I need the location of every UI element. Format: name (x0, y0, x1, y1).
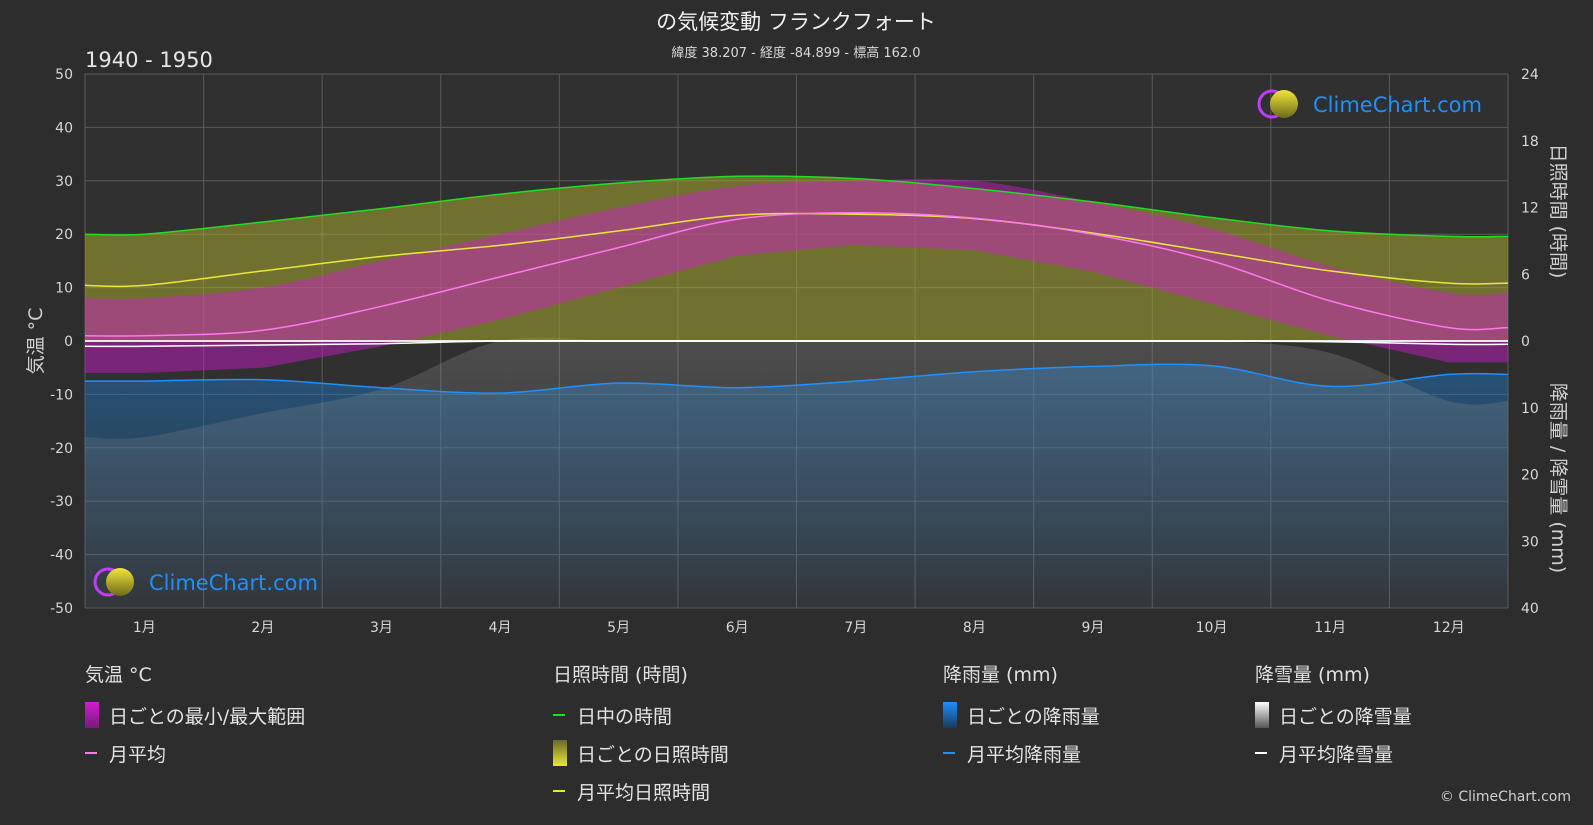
axis-ticks: 50 40 30 20 10 0 -10 -20 -30 -40 -50 24 18 12 6 0 10 20 30… (50, 67, 1539, 636)
legend-item: 日ごとの降雪量 (1255, 696, 1412, 734)
month-tick-label: 10月 (1196, 620, 1228, 636)
left-axis-label: 気温 °C (25, 308, 47, 375)
snow-mean-line (85, 340, 1508, 348)
legend-label: 日ごとの最小/最大範囲 (109, 705, 306, 728)
legend-item: 月平均 (85, 734, 305, 772)
legend-label: 日ごとの降雨量 (967, 705, 1100, 728)
month-tick-label: 9月 (1081, 620, 1104, 636)
month-tick-label: 4月 (489, 620, 512, 636)
logo-text-bottom: ClimeChart.com (149, 571, 318, 595)
legend-item: 月平均日照時間 (553, 772, 729, 810)
month-tick-label: 8月 (963, 620, 986, 636)
temp-mean-swatch (85, 752, 97, 754)
logo-text-top: ClimeChart.com (1313, 93, 1482, 117)
legend-item: 日ごとの降雨量 (943, 696, 1100, 734)
snow-swatch (1255, 702, 1269, 728)
legend-label: 月平均降雪量 (1279, 743, 1394, 766)
left-tick-label: 50 (55, 67, 73, 83)
left-tick-label: -50 (50, 601, 73, 617)
legend-rain: 降雨量 (mm) 日ごとの降雨量 月平均降雨量 (943, 660, 1100, 772)
month-tick-label: 3月 (370, 620, 393, 636)
right-precip-tick-label: 40 (1521, 601, 1539, 617)
snow-mean-swatch (1255, 752, 1267, 754)
chart-title: の気候変動 フランクフォート (656, 10, 936, 34)
legend-item: 日ごとの最小/最大範囲 (85, 696, 305, 734)
precipitation-area (85, 337, 1508, 608)
legend-item: 月平均降雪量 (1255, 734, 1412, 772)
left-tick-label: 20 (55, 227, 73, 243)
logo-bottom: ClimeChart.com (93, 567, 318, 597)
right-precip-tick-label: 30 (1521, 534, 1539, 550)
right-sunshine-tick-label: 18 (1521, 134, 1539, 150)
legend-label: 月平均日照時間 (577, 781, 711, 804)
logo-top: ClimeChart.com (1257, 89, 1482, 119)
daily-sunshine-area (85, 176, 1508, 341)
temp-range-swatch (85, 702, 99, 728)
chart-subtitle: 緯度 38.207 - 経度 -84.899 - 標高 162.0 (671, 45, 920, 61)
daylight-swatch (553, 714, 565, 716)
logo-sun-icon (1270, 90, 1298, 118)
month-tick-label: 12月 (1433, 620, 1465, 636)
legend-item: 日ごとの日照時間 (553, 734, 729, 772)
right-sunshine-tick-label: 24 (1521, 67, 1539, 83)
right-sunshine-tick-label: 0 (1521, 334, 1530, 350)
legend-label: 月平均降雨量 (967, 743, 1082, 766)
daily-snow-area (85, 337, 1508, 608)
rain-mean-line (85, 363, 1508, 394)
temperature-range-area (85, 178, 1508, 374)
daily-temp-range-area (85, 178, 1508, 374)
right-sunshine-tick-label: 6 (1521, 267, 1530, 283)
legend-label: 月平均 (109, 743, 167, 766)
period-label: 1940 - 1950 (85, 48, 213, 72)
right-precip-tick-label: 20 (1521, 468, 1539, 484)
left-tick-label: 40 (55, 120, 73, 136)
left-tick-label: -10 (50, 387, 73, 403)
left-tick-label: 0 (64, 334, 73, 350)
left-tick-label: -20 (50, 441, 73, 457)
daylight-line (85, 175, 1508, 238)
sunshine-mean-swatch (553, 790, 565, 792)
legend-item: 日中の時間 (553, 696, 729, 734)
left-tick-label: 30 (55, 174, 73, 190)
month-tick-label: 1月 (133, 620, 156, 636)
legend-item: 月平均降雨量 (943, 734, 1100, 772)
right-axis-sunshine-label: 日照時間 (時間) (1547, 144, 1569, 279)
right-precip-tick-label: 10 (1521, 401, 1539, 417)
legend-title: 日照時間 (時間) (553, 664, 688, 686)
month-tick-label: 2月 (251, 620, 274, 636)
left-tick-label: -40 (50, 548, 73, 564)
copyright: © ClimeChart.com (1439, 789, 1571, 805)
right-sunshine-tick-label: 12 (1521, 201, 1539, 217)
temp-mean-line (85, 212, 1508, 337)
right-axis-precip-label: 降雨量 / 降雪量 (mm) (1547, 383, 1569, 573)
legend-title: 気温 °C (85, 664, 152, 686)
sunshine-swatch (553, 740, 567, 766)
month-tick-label: 11月 (1314, 620, 1346, 636)
legend-sunshine: 日照時間 (時間) 日中の時間 日ごとの日照時間 月平均日照時間 (553, 660, 729, 810)
series-lines (85, 175, 1508, 394)
legend-temperature: 気温 °C 日ごとの最小/最大範囲 月平均 (85, 660, 305, 772)
legend-snow: 降雪量 (mm) 日ごとの降雪量 月平均降雪量 (1255, 660, 1412, 772)
month-tick-label: 6月 (726, 620, 749, 636)
logo-sun-icon (106, 568, 134, 596)
legend-title: 降雨量 (mm) (943, 664, 1058, 686)
rain-mean-swatch (943, 752, 955, 754)
legend-label: 日中の時間 (577, 705, 673, 728)
legend-label: 日ごとの日照時間 (577, 743, 729, 766)
left-tick-label: -30 (50, 494, 73, 510)
month-tick-label: 7月 (844, 620, 867, 636)
left-tick-label: 10 (55, 281, 73, 297)
sunshine-area (85, 176, 1508, 341)
rain-swatch (943, 702, 957, 728)
legend-title: 降雪量 (mm) (1255, 664, 1370, 686)
legend-label: 日ごとの降雪量 (1279, 705, 1412, 728)
month-tick-label: 5月 (607, 620, 630, 636)
